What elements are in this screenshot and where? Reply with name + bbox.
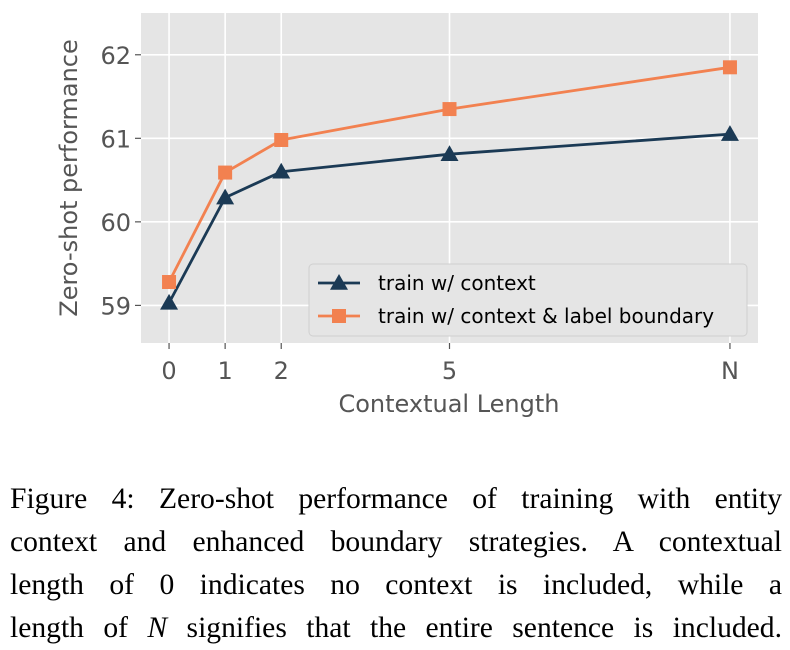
legend: train w/ context train w/ context & label…: [308, 263, 748, 337]
x-tick-label-1: 1: [217, 357, 232, 385]
y-axis-label: Zero-shot performance: [55, 39, 83, 316]
data-point-s1-N: [720, 125, 739, 141]
data-point-s2-1: [218, 165, 233, 180]
series-markers: [160, 60, 739, 310]
legend-marker-1: [330, 274, 348, 290]
x-tick-label-2: 2: [274, 357, 289, 385]
y-tick-label-59: 59: [100, 292, 131, 320]
data-point-s2-5: [442, 102, 457, 117]
caption-line-4-prefix: length of: [10, 612, 148, 644]
line-chart: 59 60 61 62 0 1 2 5 N Contextual Length Zero-sh…: [55, 13, 758, 418]
caption-line-4-suffix: signifies that the entire sentence is in…: [167, 612, 782, 644]
x-tick-label-5: 5: [442, 357, 457, 385]
legend-label-2: train w/ context & label boundary: [378, 304, 714, 328]
x-axis-label: Contextual Length: [338, 390, 559, 418]
legend-entries: train w/ context train w/ context & label…: [318, 271, 714, 328]
caption-line-4: length of N signifies that the entire se…: [10, 607, 782, 650]
data-point-s2-N: [722, 60, 737, 75]
data-point-s2-2: [274, 132, 289, 147]
y-tick-label-61: 61: [100, 125, 131, 153]
data-point-s2-0: [162, 275, 177, 290]
data-point-s1-1: [216, 188, 235, 205]
x-tick-labels: 0 1 2 5 N: [161, 343, 739, 385]
caption-line-2: context and enhanced boundary strategies…: [10, 526, 782, 558]
data-point-s1-0: [160, 293, 179, 310]
legend-marker-2: [332, 309, 346, 323]
data-point-s1-2: [272, 162, 291, 179]
y-tick-label-60: 60: [100, 209, 131, 237]
x-tick-label-0: 0: [161, 357, 176, 385]
caption-line-3: length of 0 indicates no context is incl…: [10, 569, 782, 601]
x-tick-label-N: N: [721, 357, 739, 385]
legend-box: [308, 263, 748, 337]
y-tick-label-62: 62: [100, 42, 131, 70]
figure-caption: Figure 4: Zero-shot performance of train…: [10, 478, 782, 650]
caption-line-1: Figure 4: Zero-shot performance of train…: [10, 483, 782, 515]
legend-label-1: train w/ context: [378, 271, 536, 295]
caption-variable-n: N: [147, 612, 168, 644]
y-tick-labels: 59 60 61 62: [100, 42, 141, 320]
data-point-s1-5: [440, 145, 459, 161]
